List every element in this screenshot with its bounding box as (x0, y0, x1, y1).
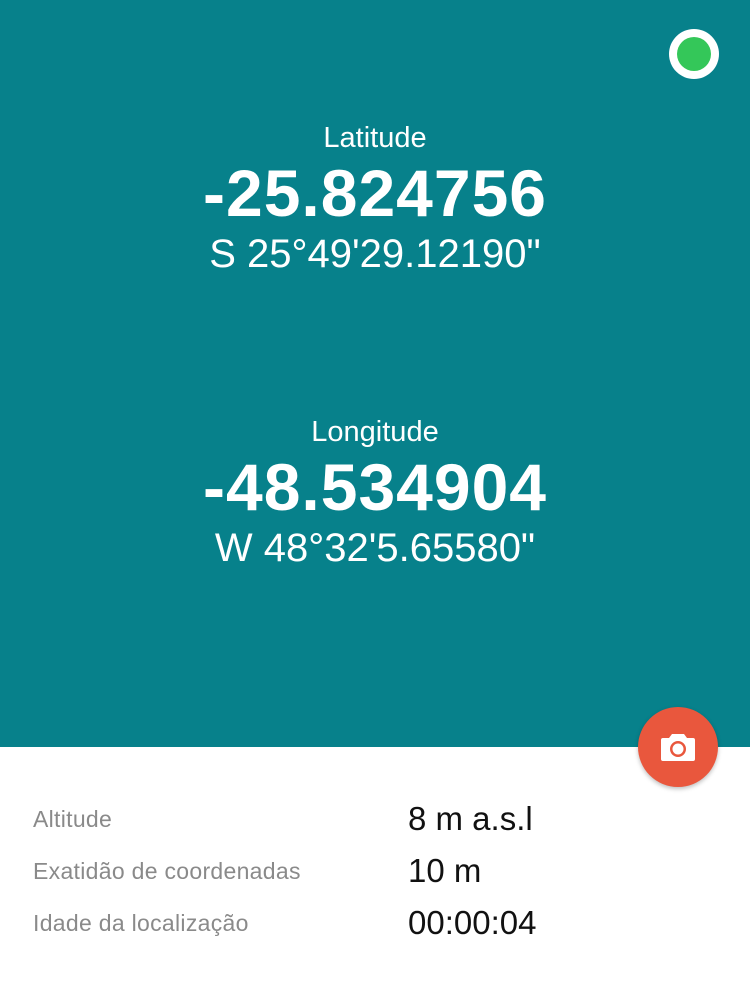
location-age-row: Idade da localização 00:00:04 (0, 897, 750, 949)
longitude-decimal: -48.534904 (203, 450, 547, 524)
latitude-label: Latitude (323, 122, 427, 154)
latitude-dms: S 25°49'29.12190" (209, 232, 541, 276)
accuracy-row: Exatidão de coordenadas 10 m (0, 845, 750, 897)
camera-icon (661, 734, 695, 761)
coordinates-panel: Latitude -25.824756 S 25°49'29.12190" Lo… (0, 0, 750, 747)
location-age-value: 00:00:04 (408, 904, 537, 941)
status-dot-icon (677, 37, 711, 71)
latitude-decimal: -25.824756 (203, 156, 547, 230)
longitude-label: Longitude (311, 416, 439, 448)
accuracy-value: 10 m (408, 852, 482, 889)
camera-button[interactable] (638, 707, 718, 787)
gps-status-indicator[interactable] (669, 29, 719, 79)
altitude-label: Altitude (33, 806, 113, 832)
location-age-label: Idade da localização (33, 910, 249, 936)
altitude-row: Altitude 8 m a.s.l (0, 793, 750, 845)
longitude-dms: W 48°32'5.65580" (214, 526, 536, 570)
longitude-block: Longitude -48.534904 W 48°32'5.65580" (0, 415, 750, 571)
accuracy-label: Exatidão de coordenadas (33, 858, 301, 884)
latitude-block: Latitude -25.824756 S 25°49'29.12190" (0, 121, 750, 277)
altitude-value: 8 m a.s.l (408, 800, 533, 837)
